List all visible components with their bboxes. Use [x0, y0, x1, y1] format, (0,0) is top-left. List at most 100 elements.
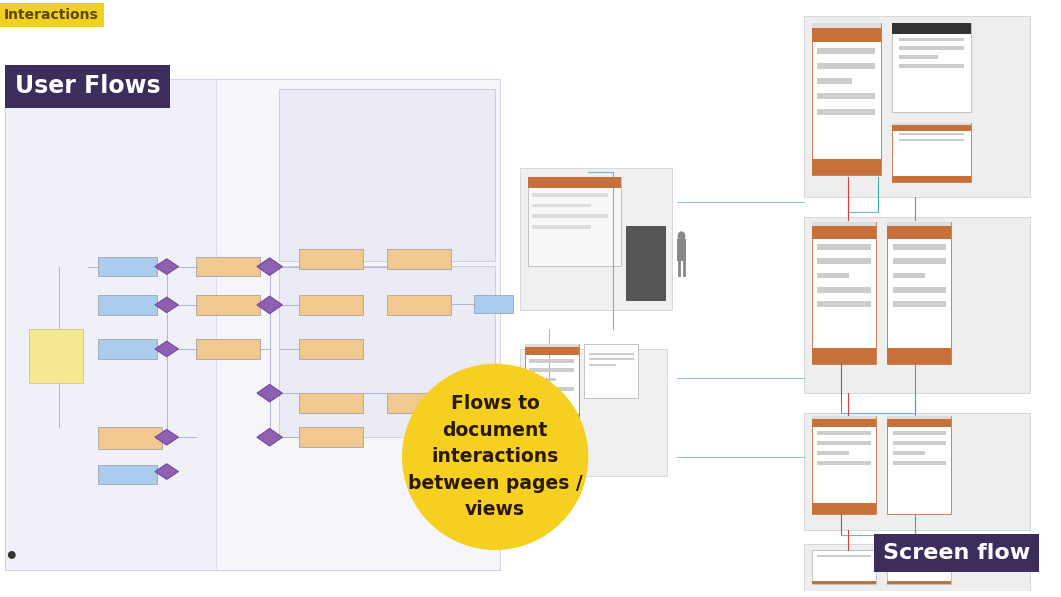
Bar [98, 295, 157, 315]
Bar [812, 221, 875, 226]
Bar [817, 63, 875, 69]
Bar [387, 249, 451, 269]
Bar [812, 23, 881, 176]
Bar [677, 239, 686, 261]
Bar [589, 364, 615, 366]
Bar [529, 421, 574, 423]
Bar [533, 225, 591, 229]
Polygon shape [155, 297, 178, 313]
Bar [524, 344, 578, 355]
Bar [529, 368, 574, 372]
Bar [899, 38, 964, 41]
Bar [804, 217, 1029, 393]
Bar [527, 177, 621, 266]
Bar [817, 555, 870, 557]
Bar [817, 287, 870, 293]
Bar [817, 244, 870, 250]
Bar [887, 416, 951, 418]
Bar [529, 427, 574, 429]
Bar [892, 301, 946, 307]
Bar [812, 23, 881, 28]
Bar [892, 451, 924, 455]
Bar [892, 23, 971, 34]
Bar [804, 544, 1029, 591]
Bar [817, 461, 870, 464]
Bar [892, 287, 946, 293]
Bar [892, 461, 946, 464]
Bar [892, 432, 946, 435]
Bar [473, 295, 512, 313]
Bar [527, 177, 621, 188]
Bar [387, 393, 451, 413]
Bar [98, 257, 157, 276]
Bar [30, 330, 84, 383]
Bar [812, 416, 875, 514]
Bar [899, 133, 964, 136]
Polygon shape [257, 384, 282, 402]
Bar [524, 344, 578, 347]
Text: User Flows: User Flows [15, 75, 160, 99]
Bar [817, 451, 849, 455]
Bar [887, 221, 951, 239]
Bar [817, 301, 870, 307]
Circle shape [402, 364, 589, 550]
Bar [892, 23, 971, 112]
Bar [817, 259, 870, 264]
Text: Flows to
document
interactions
between pages /
views: Flows to document interactions between p… [407, 395, 582, 519]
Bar [529, 387, 574, 390]
Text: Interactions: Interactions [4, 8, 99, 21]
Bar [524, 413, 578, 419]
Bar [892, 176, 971, 182]
Bar [812, 23, 881, 42]
Bar [812, 581, 875, 584]
Polygon shape [257, 429, 282, 446]
Bar [817, 441, 870, 445]
Bar [817, 78, 852, 84]
Bar [279, 266, 495, 437]
Bar [899, 64, 964, 67]
Bar [520, 168, 672, 310]
Bar [196, 257, 260, 276]
Bar [887, 416, 951, 514]
Polygon shape [257, 296, 282, 313]
Bar [812, 159, 881, 176]
Bar [804, 413, 1029, 530]
Ellipse shape [678, 231, 685, 241]
Bar [5, 79, 215, 570]
Bar [585, 344, 639, 398]
Bar [812, 221, 875, 364]
Bar [196, 295, 260, 315]
Bar [892, 273, 924, 278]
Bar [812, 349, 875, 364]
Bar [533, 214, 608, 218]
Bar [812, 503, 875, 514]
Bar [529, 432, 556, 434]
Bar [98, 427, 161, 449]
Bar [529, 359, 574, 363]
Bar [812, 416, 875, 418]
Bar [887, 221, 951, 226]
Bar [299, 249, 363, 269]
Polygon shape [155, 429, 178, 445]
Bar [892, 124, 971, 131]
Bar [899, 56, 938, 59]
Polygon shape [257, 258, 282, 275]
Bar [589, 353, 634, 355]
Bar [892, 244, 946, 250]
Bar [804, 16, 1029, 197]
Bar [533, 193, 608, 197]
Polygon shape [155, 464, 178, 479]
Bar [533, 204, 591, 207]
Circle shape [7, 551, 16, 559]
Bar [279, 89, 495, 261]
Bar [817, 93, 875, 100]
Bar [196, 339, 260, 359]
Bar [299, 295, 363, 315]
Bar [892, 124, 971, 125]
Bar [589, 358, 634, 360]
Bar [520, 349, 666, 476]
Bar [626, 226, 665, 300]
Bar [887, 550, 951, 584]
Bar [817, 432, 870, 435]
Bar [892, 259, 946, 264]
